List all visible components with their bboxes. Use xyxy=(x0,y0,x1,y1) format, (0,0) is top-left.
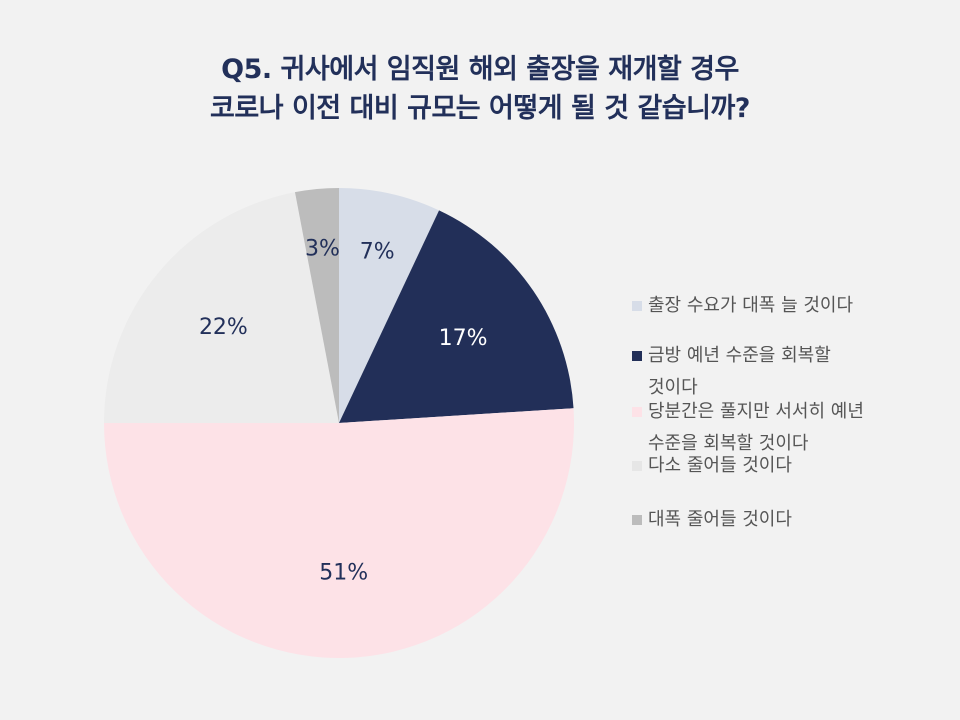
slice-label: 3% xyxy=(305,236,340,261)
chart-title-line-2: 코로나 이전 대비 규모는 어떻게 될 것 같습니까? xyxy=(210,93,750,124)
legend-label: 대폭 줄어들 것이다 xyxy=(648,509,792,530)
pie-slice-labels: 7% 17% 51% 22% 3% xyxy=(199,236,488,585)
legend-item-recover-gradually: 당분간은 풀지만 서서히 예년 수준을 회복할 것이다 xyxy=(632,396,932,460)
legend-label-continued: 것이다 xyxy=(648,377,698,398)
slice-decrease-somewhat xyxy=(104,192,339,423)
slice-recover-gradually xyxy=(104,408,575,659)
legend-item-increase-greatly: 출장 수요가 대폭 늘 것이다 xyxy=(632,290,932,322)
pie-slices xyxy=(104,188,575,659)
legend-swatch xyxy=(632,515,642,525)
legend-swatch xyxy=(632,407,642,417)
legend-item-decrease-somewhat: 다소 줄어들 것이다 xyxy=(632,450,932,482)
chart-title: Q5. 귀사에서 임직원 해외 출장을 재개할 경우 코로나 이전 대비 규모는… xyxy=(0,50,960,128)
legend-item-recover-soon: 금방 예년 수준을 회복할 것이다 xyxy=(632,340,932,404)
legend-label: 당분간은 풀지만 서서히 예년 xyxy=(648,401,864,422)
slice-label: 7% xyxy=(360,240,395,265)
slice-increase-greatly xyxy=(339,188,440,423)
legend-swatch xyxy=(632,301,642,311)
slice-decrease-greatly xyxy=(294,188,339,423)
legend-swatch xyxy=(632,351,642,361)
legend-label: 금방 예년 수준을 회복할 xyxy=(648,345,831,366)
slice-recover-soon xyxy=(339,210,574,423)
legend-label: 다소 줄어들 것이다 xyxy=(648,455,792,476)
legend-label: 출장 수요가 대폭 늘 것이다 xyxy=(648,295,854,316)
slice-label: 51% xyxy=(319,560,368,585)
legend-swatch xyxy=(632,461,642,471)
slice-label: 22% xyxy=(199,315,248,340)
legend-item-decrease-greatly: 대폭 줄어들 것이다 xyxy=(632,504,932,536)
chart-title-line-1: Q5. 귀사에서 임직원 해외 출장을 재개할 경우 xyxy=(221,54,739,85)
legend-label-continued: 수준을 회복할 것이다 xyxy=(648,433,809,454)
slice-label: 17% xyxy=(439,326,488,351)
